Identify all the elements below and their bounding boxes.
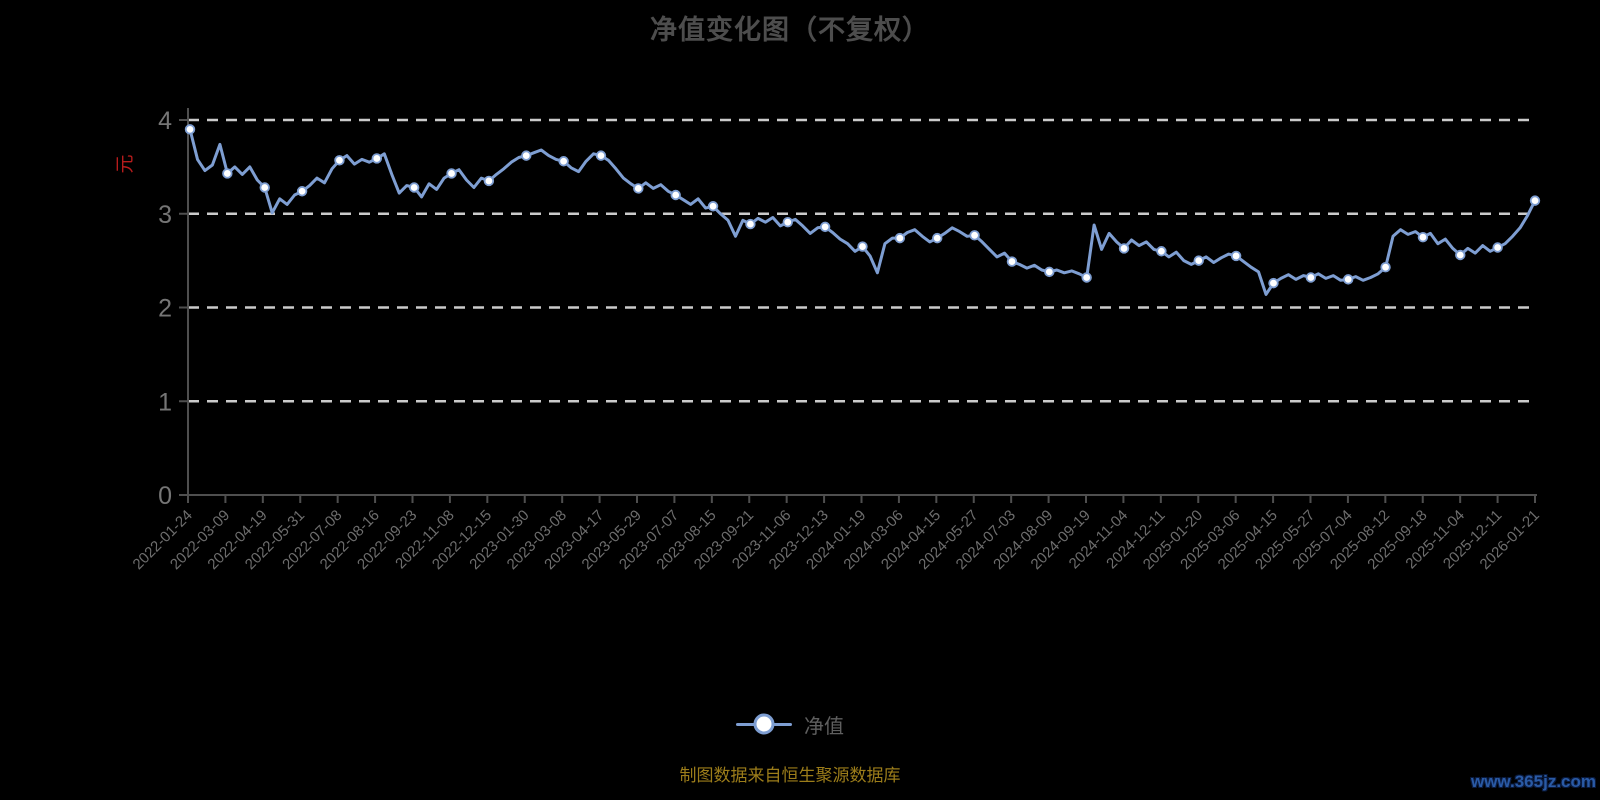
data-point-marker <box>969 230 980 241</box>
data-point-marker <box>633 183 644 194</box>
y-tick-label: 0 <box>158 482 172 510</box>
data-point-marker <box>1118 243 1130 254</box>
legend-line-icon <box>736 713 792 735</box>
data-point-marker <box>745 218 756 230</box>
data-point-marker <box>1380 261 1391 273</box>
data-point-marker <box>670 189 681 201</box>
data-point-marker <box>446 168 457 179</box>
data-point-marker <box>259 182 270 193</box>
data-point-marker <box>558 156 569 167</box>
data-source-note: 制图数据来自恒生聚源数据库 <box>679 766 901 785</box>
data-point-marker <box>707 201 719 212</box>
data-point-marker <box>1156 246 1167 257</box>
data-point-marker <box>334 155 345 166</box>
y-tick-label: 3 <box>158 201 172 229</box>
watermark-link[interactable]: www.365jz.com <box>1470 772 1596 791</box>
legend-label: 净值 <box>804 715 844 738</box>
data-point-marker <box>1417 231 1429 243</box>
data-point-marker <box>1342 274 1354 285</box>
data-point-marker <box>932 232 943 244</box>
data-point-marker <box>1193 255 1204 266</box>
data-point-marker <box>521 150 532 161</box>
legend-circle-marker-icon <box>753 713 775 735</box>
data-point-marker <box>782 216 793 228</box>
chart-title: 净值变化图（不复权） <box>650 15 930 45</box>
y-tick-label: 1 <box>158 388 172 416</box>
legend-item-netvalue[interactable]: 净值 <box>0 710 1580 738</box>
data-point-marker <box>819 221 831 233</box>
data-point-marker <box>1455 249 1466 261</box>
data-point-marker <box>1006 256 1018 267</box>
data-point-marker <box>296 186 308 197</box>
data-point-marker <box>483 175 495 187</box>
data-point-marker <box>1081 272 1092 283</box>
data-point-marker <box>184 124 196 135</box>
data-point-marker <box>408 182 420 193</box>
data-point-marker <box>1529 195 1541 206</box>
data-point-marker <box>1230 250 1242 262</box>
y-tick-label: 2 <box>158 295 172 323</box>
data-point-marker <box>857 241 868 252</box>
data-point-marker <box>1305 272 1317 283</box>
data-point-marker <box>222 168 233 179</box>
data-point-marker <box>894 232 906 244</box>
data-point-marker <box>1492 242 1503 253</box>
data-point-marker <box>371 153 383 164</box>
data-point-marker <box>1044 266 1055 278</box>
data-point-marker <box>1268 277 1279 289</box>
data-point-marker <box>595 150 607 161</box>
net-value-line <box>188 127 1537 296</box>
y-tick-label: 4 <box>158 107 172 135</box>
